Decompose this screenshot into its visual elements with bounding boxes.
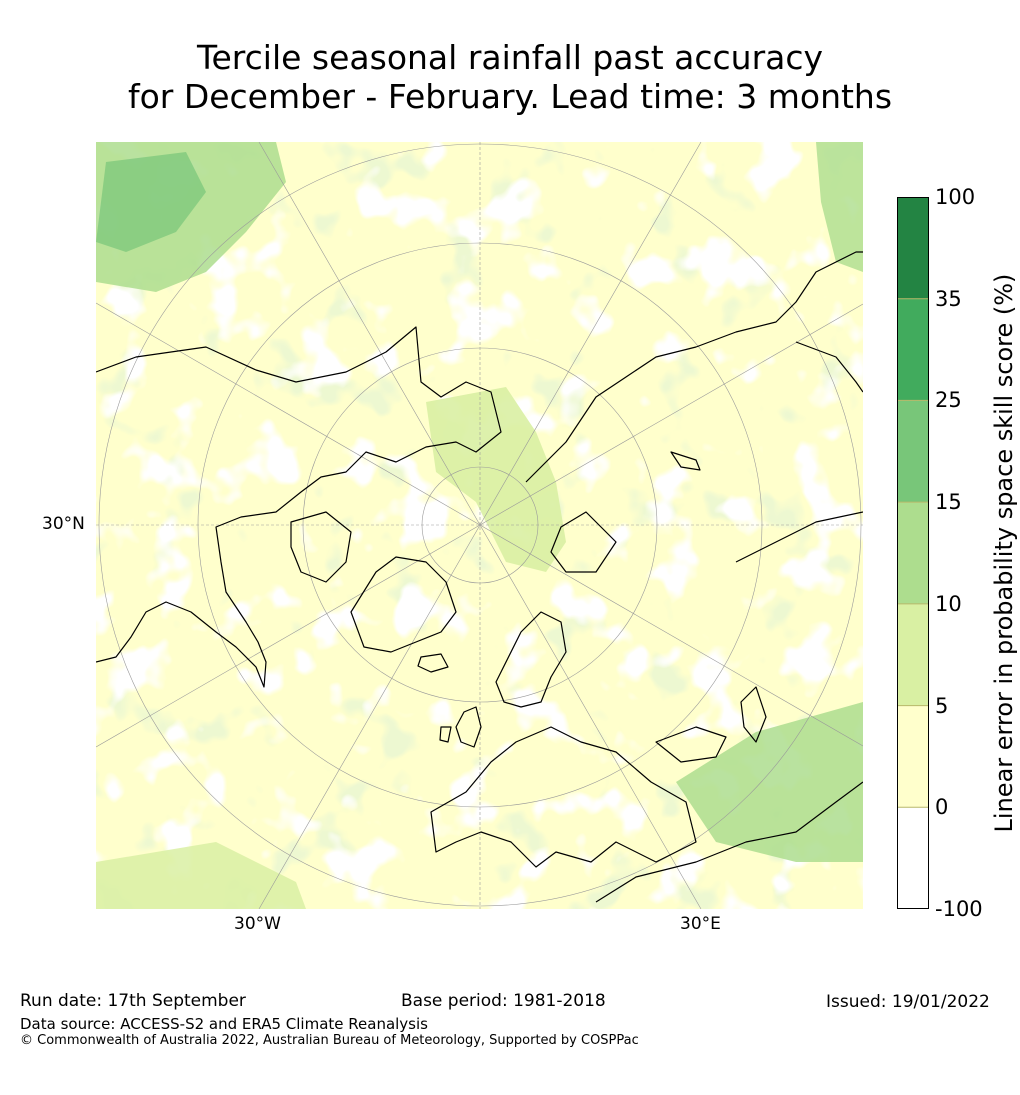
base-period: Base period: 1981-2018	[401, 991, 606, 1011]
green-region-asia	[676, 702, 863, 862]
meridian-120w	[96, 524, 481, 748]
meridian-120e	[479, 524, 863, 747]
coast-iceland	[417, 653, 449, 673]
coast-north-america	[96, 326, 502, 688]
coast-asia-east	[735, 511, 863, 563]
colorbar-segment	[897, 298, 929, 401]
colorbar-tick-label: 15	[935, 490, 962, 515]
colorbar-segment	[897, 197, 929, 299]
polar-map	[96, 142, 863, 909]
coastlines	[96, 251, 863, 903]
colorbar-tick-label: 100	[935, 185, 976, 209]
lat-label-30n: 30°N	[42, 514, 85, 534]
graticule	[96, 142, 863, 909]
meridian-150e	[479, 524, 702, 909]
copyright: © Commonwealth of Australia 2022, Austra…	[20, 1033, 639, 1048]
coast-russia-arctic	[525, 251, 863, 483]
coast-black-sea	[655, 726, 727, 763]
coast-hudson-bay	[290, 511, 352, 583]
green-region-arctic	[426, 387, 566, 572]
run-date: Run date: 17th September	[20, 991, 246, 1011]
colorbar-tick-label: 10	[935, 591, 962, 616]
green-region-ne	[816, 142, 863, 272]
title-line-2: for December - February. Lead time: 3 mo…	[127, 77, 893, 116]
chart-title: Tercile seasonal rainfall past accuracy …	[0, 38, 1020, 116]
coast-lake	[670, 451, 701, 471]
coast-caspian	[740, 686, 767, 743]
green-region-nw-dark	[96, 152, 206, 252]
coast-europe	[430, 726, 697, 868]
meridian-30e	[479, 142, 702, 526]
colorbar-segment	[897, 502, 929, 604]
colorbar-tick-label: 35	[935, 286, 962, 311]
meridian-60e	[479, 303, 863, 526]
green-region-sw	[96, 842, 306, 909]
colorbar-title: Linear error in probability space skill …	[990, 273, 1018, 833]
lon-label-30w: 30°W	[234, 914, 281, 934]
colorbar-tick-label: 25	[935, 388, 962, 413]
colorbar-tick-label: 5	[935, 693, 949, 718]
coast-kamchatka	[795, 341, 863, 393]
colorbar-segment	[897, 705, 929, 808]
data-source: Data source: ACCESS-S2 and ERA5 Climate …	[20, 1015, 428, 1033]
colorbar-tick-label: 0	[935, 795, 949, 820]
meridian-150w	[258, 524, 481, 909]
colorbar-segment	[897, 807, 929, 909]
coast-british-isles	[439, 706, 482, 748]
colorbar-frame	[897, 197, 929, 909]
title-line-1: Tercile seasonal rainfall past accuracy	[196, 38, 824, 77]
coast-asia-south	[595, 781, 863, 903]
issued-date: Issued: 19/01/2022	[826, 992, 990, 1012]
coast-siberia	[550, 511, 617, 573]
colorbar-segment	[897, 603, 929, 706]
meridian-30w	[258, 142, 481, 526]
colorbar-segment	[897, 400, 929, 503]
colorbar-tick-label: -100	[935, 897, 983, 921]
coast-greenland	[350, 556, 457, 653]
colorbar	[897, 197, 929, 909]
meridian-60w	[96, 302, 481, 526]
map-svg	[96, 142, 863, 909]
lon-label-30e: 30°E	[680, 914, 721, 934]
coast-scandinavia	[495, 611, 567, 708]
colorbar-svg	[897, 197, 929, 909]
